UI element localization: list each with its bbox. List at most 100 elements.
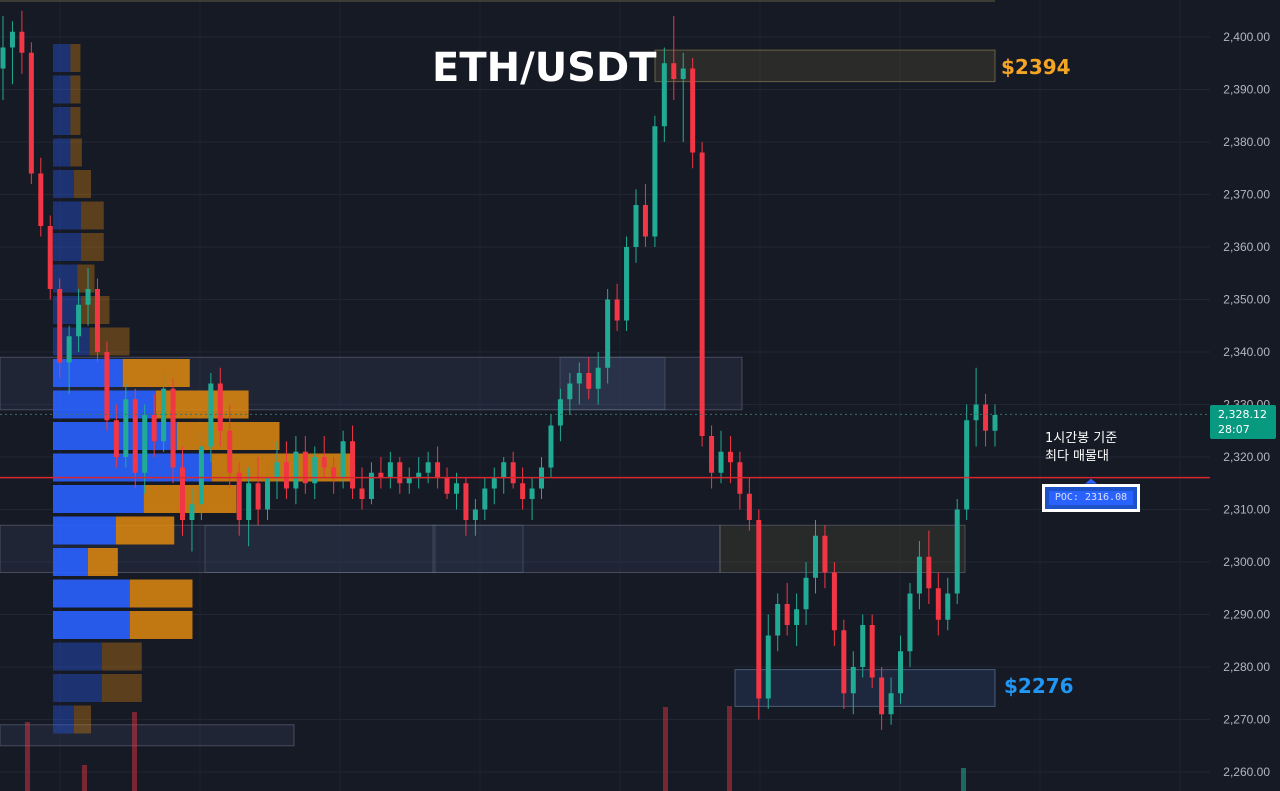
candle-body: [416, 472, 422, 478]
volume-profile-sell: [80, 201, 104, 230]
volume-note: 1시간봉 기준 최다 매물대: [1045, 430, 1117, 466]
candle-body: [831, 572, 837, 631]
volume-profile-buy: [53, 516, 116, 545]
price-tick-label: 2,310.00: [1223, 503, 1270, 517]
candle-body: [765, 635, 771, 699]
pair-title: ETH/USDT: [432, 45, 657, 91]
candle-body: [161, 388, 167, 442]
candle-body: [690, 68, 696, 153]
candle-body: [945, 593, 951, 620]
poc-label-box: POC: 2316.08: [1042, 484, 1140, 512]
candle-body: [983, 404, 989, 431]
candle-body: [699, 152, 705, 436]
candle-body: [614, 299, 620, 321]
candle-body: [57, 289, 63, 363]
volume-profile-buy: [53, 170, 74, 198]
candle-body: [624, 247, 630, 321]
candle-body: [189, 504, 195, 520]
candle-body: [709, 436, 715, 473]
candle-body: [557, 399, 563, 426]
volume-profile-sell: [73, 170, 92, 198]
candle-body: [954, 509, 960, 594]
candle-body: [652, 126, 658, 237]
candle-body: [9, 31, 15, 48]
volume-profile-buy: [53, 705, 74, 734]
candle-body: [756, 520, 762, 699]
candle-body: [123, 399, 129, 457]
candle-body: [727, 451, 733, 463]
candle-body: [302, 451, 308, 484]
candle-body: [850, 667, 856, 694]
volume-profile-buy: [53, 611, 130, 639]
candle-body: [236, 472, 242, 520]
candle-body: [274, 462, 280, 478]
candle-body: [567, 383, 573, 400]
candle-body: [208, 383, 214, 447]
poc-marker: [1085, 478, 1097, 484]
candle-body: [246, 483, 252, 520]
candle-body: [680, 68, 686, 79]
candle-body: [359, 488, 365, 499]
candle-body: [387, 462, 393, 478]
price-tick-label: 2,400.00: [1223, 30, 1270, 44]
candle-body: [794, 609, 800, 625]
candle-body: [926, 556, 932, 589]
candle-body: [548, 425, 554, 468]
volume-profile-sell: [70, 107, 81, 135]
candle-body: [586, 373, 592, 389]
candle-body: [331, 467, 337, 478]
candle-body: [595, 367, 601, 389]
price-tick-label: 2,360.00: [1223, 240, 1270, 254]
candle-body: [501, 462, 507, 478]
candle-body: [406, 478, 412, 484]
candle-body: [491, 478, 497, 489]
candle-body: [283, 462, 289, 489]
candle-body: [38, 173, 44, 226]
volume-bar: [25, 722, 30, 791]
lower-zone-label: $2276: [1004, 674, 1074, 698]
volume-profile-buy: [53, 138, 71, 167]
candle-body: [444, 478, 450, 494]
price-tick-label: 2,380.00: [1223, 135, 1270, 149]
candle-body: [520, 483, 526, 499]
upper-zone-label: $2394: [1001, 54, 1071, 79]
poc-label: POC: 2316.08: [1049, 491, 1133, 505]
candle-body: [482, 488, 488, 510]
candle-body: [350, 441, 356, 489]
volume-profile-buy: [53, 642, 102, 671]
bar-countdown: 28:07: [1218, 423, 1250, 436]
candle-body: [397, 462, 403, 484]
volume-profile-buy: [53, 579, 130, 608]
price-tick-label: 2,340.00: [1223, 345, 1270, 359]
candle-body: [368, 472, 374, 499]
candle-body: [340, 441, 346, 478]
candle-body: [217, 383, 223, 431]
price-tick-label: 2,260.00: [1223, 765, 1270, 779]
candle-body: [822, 535, 828, 573]
price-tick-label: 2,300.00: [1223, 555, 1270, 569]
candle-body: [378, 472, 384, 478]
volume-profile-sell: [101, 642, 142, 671]
sd-zone: [559, 356, 666, 411]
candle-body: [888, 693, 894, 715]
candle-body: [529, 488, 535, 499]
candle-body: [435, 462, 441, 478]
volume-profile-buy: [53, 75, 71, 104]
price-tick-label: 2,370.00: [1223, 188, 1270, 202]
candle-body: [132, 399, 138, 473]
candle-body: [812, 535, 818, 578]
candle-body: [47, 226, 53, 289]
volume-profile-sell: [129, 611, 193, 639]
volume-profile-buy: [53, 44, 71, 72]
note-line-1: 1시간봉 기준: [1045, 431, 1118, 446]
volume-profile-sell: [155, 390, 249, 419]
volume-bar: [727, 706, 732, 791]
price-tick-label: 2,280.00: [1223, 660, 1270, 674]
candle-body: [661, 63, 667, 127]
volume-profile-sell: [70, 138, 82, 167]
volume-profile-sell: [73, 705, 92, 734]
volume-profile-sell: [122, 359, 190, 387]
candle-body: [463, 483, 469, 520]
volume-bar: [82, 765, 87, 791]
